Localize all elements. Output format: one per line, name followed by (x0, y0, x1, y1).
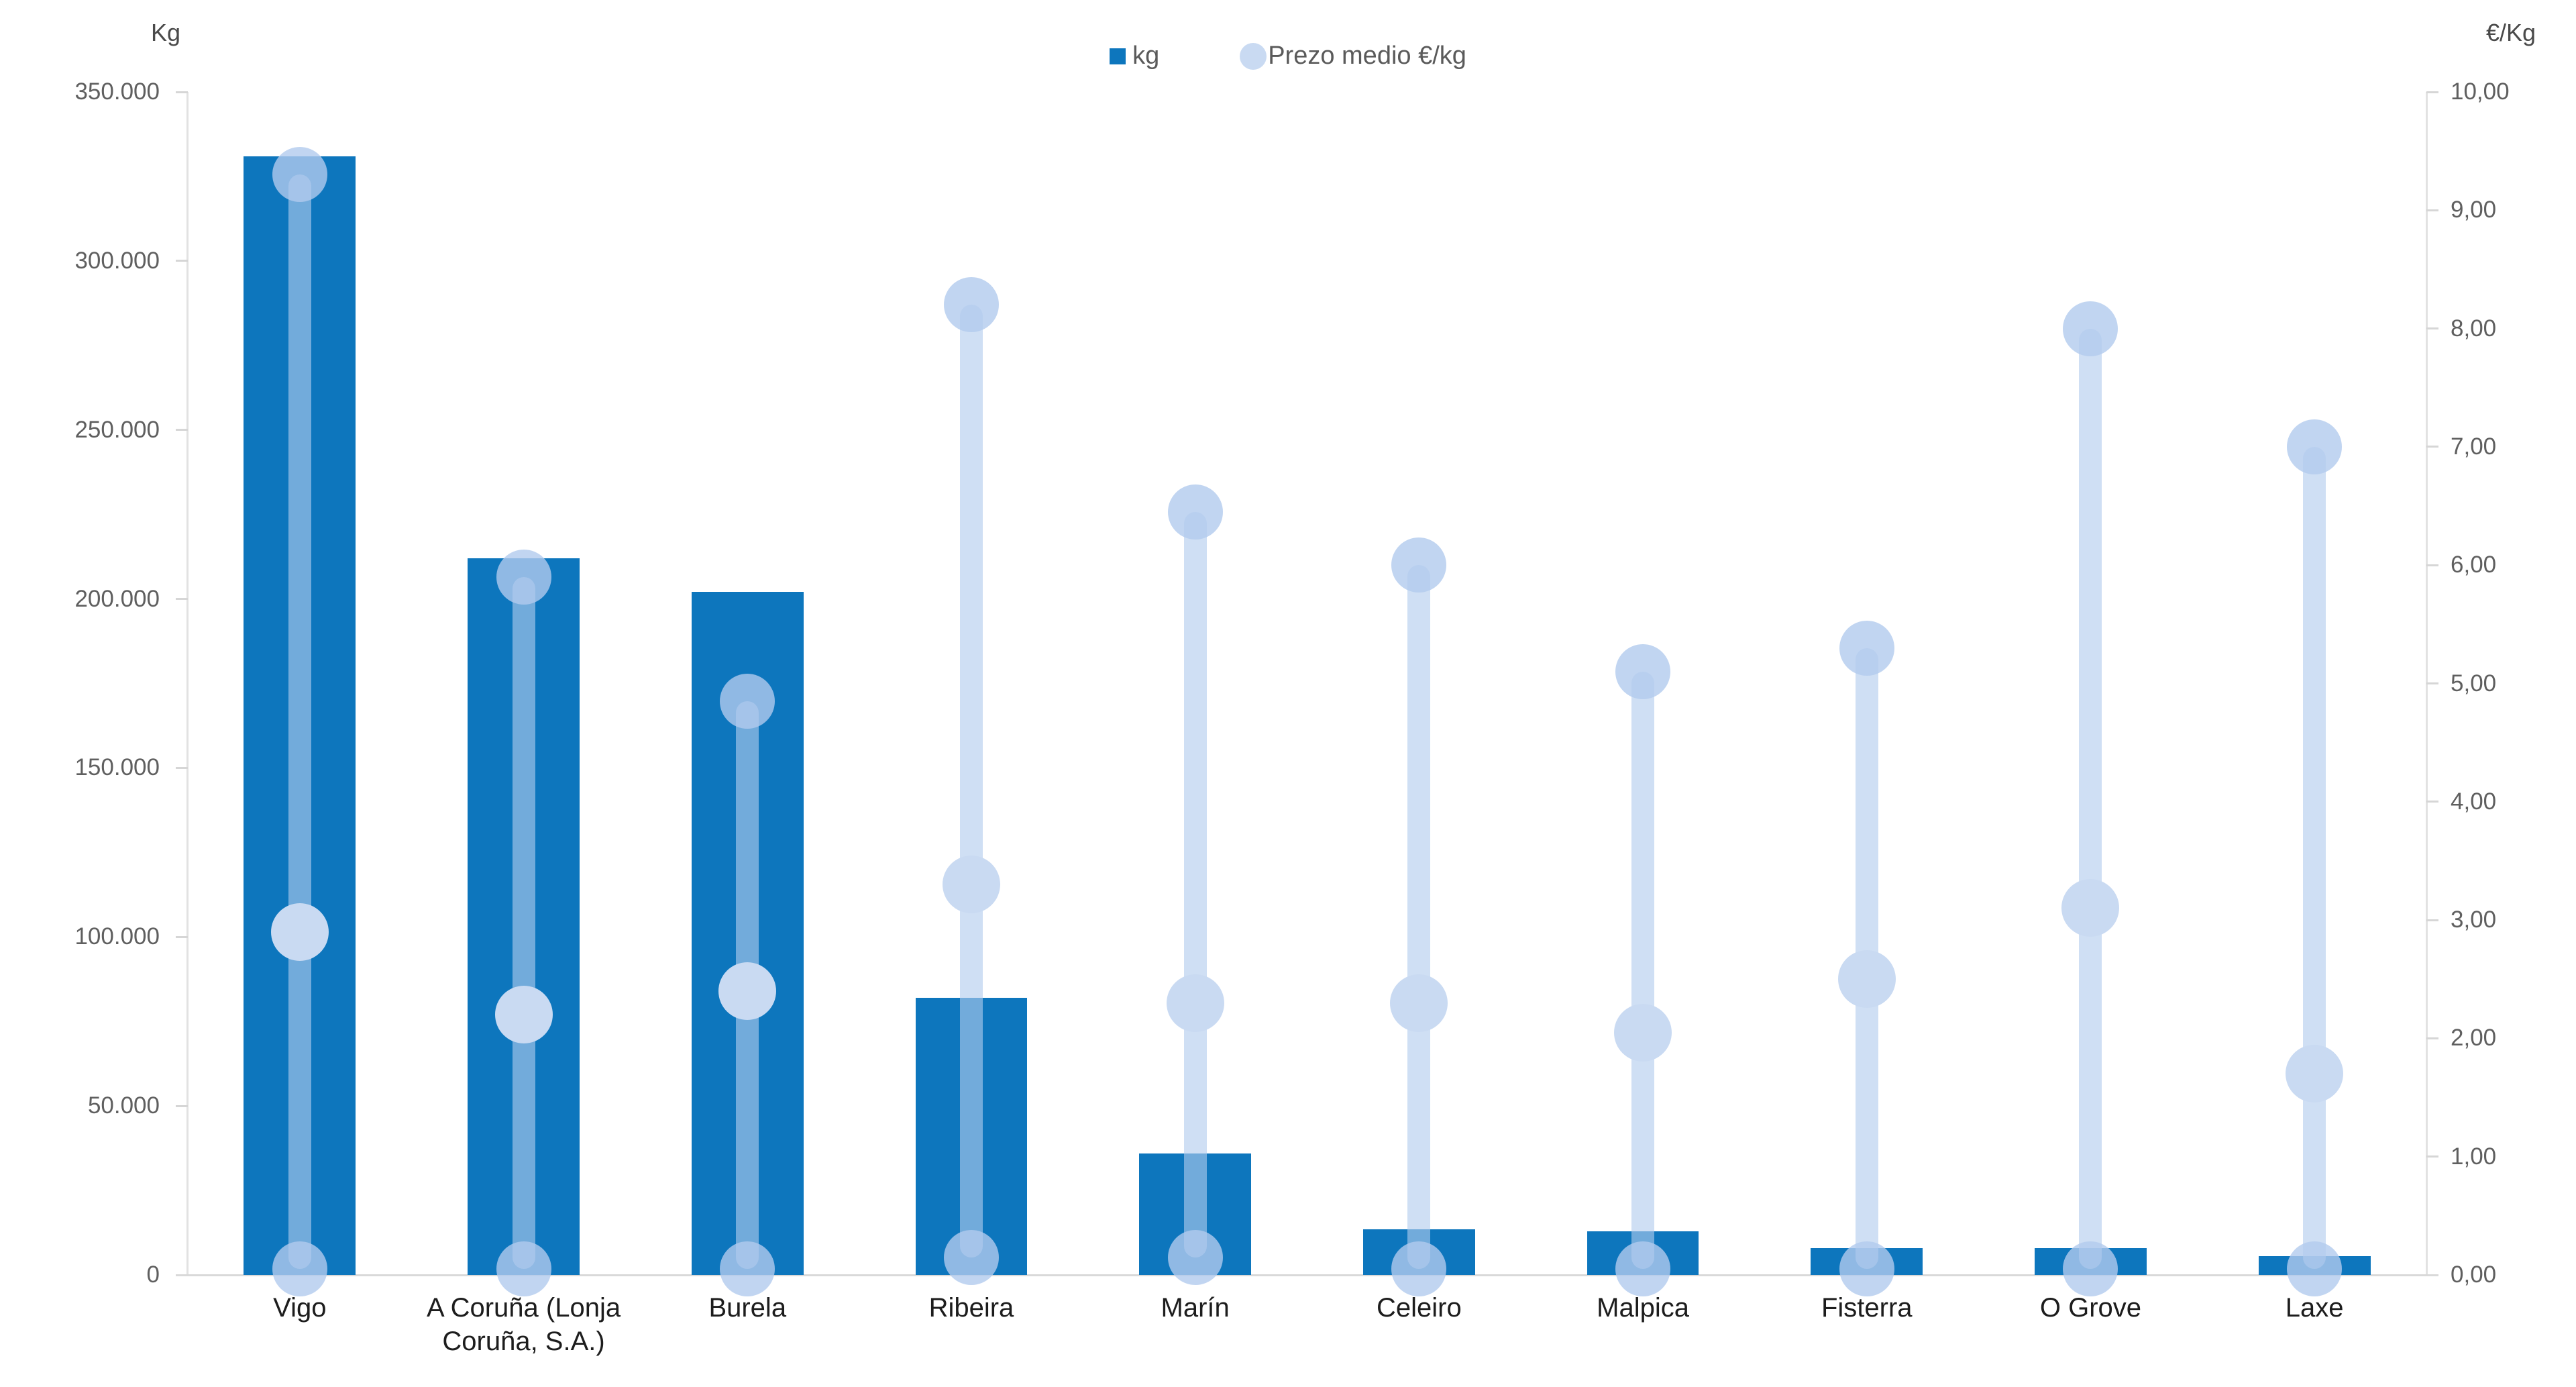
left-axis-tick-mark (176, 260, 188, 262)
left-axis-tick-mark (176, 429, 188, 431)
left-axis-tick-label: 150.000 (74, 754, 160, 781)
chart-legend: kg Prezo medio €/kg (0, 42, 2576, 70)
x-axis-category-label[interactable]: Burela (708, 1293, 787, 1323)
right-axis-tick-label: 8,00 (2451, 315, 2497, 342)
right-axis-tick-label: 3,00 (2451, 907, 2497, 933)
left-axis-tick-label: 250.000 (74, 416, 160, 443)
price-range-line[interactable] (2303, 446, 2326, 1270)
price-range-line[interactable] (512, 576, 535, 1270)
x-axis-category-label[interactable]: O Grove (2039, 1293, 2142, 1323)
price-avg-dot[interactable] (2061, 879, 2120, 937)
price-range-line[interactable] (1631, 671, 1655, 1270)
price-min-dot[interactable] (943, 1229, 999, 1285)
left-axis-tick-label: 350.000 (74, 79, 160, 105)
price-circle-icon (1240, 42, 1267, 70)
kg-square-icon (1110, 48, 1126, 64)
price-max-dot[interactable] (2063, 301, 2118, 356)
left-axis-tick-mark (176, 935, 188, 938)
price-max-dot[interactable] (943, 277, 999, 333)
right-axis-tick-label: 2,00 (2451, 1025, 2497, 1051)
price-max-dot[interactable] (1839, 620, 1894, 676)
price-max-dot[interactable] (1615, 644, 1671, 699)
right-axis-tick-label: 1,00 (2451, 1143, 2497, 1170)
right-axis-tick-label: 5,00 (2451, 670, 2497, 697)
price-min-dot[interactable] (720, 1241, 775, 1297)
right-axis-tick-mark (2426, 91, 2438, 93)
right-axis-tick-label: 9,00 (2451, 197, 2497, 223)
price-max-dot[interactable] (720, 673, 775, 729)
price-min-dot[interactable] (1167, 1229, 1223, 1285)
right-axis-tick-mark (2426, 801, 2438, 803)
price-max-dot[interactable] (272, 147, 327, 203)
price-avg-dot[interactable] (1614, 1003, 1672, 1062)
price-avg-dot[interactable] (270, 903, 329, 961)
left-axis-tick-mark (176, 1105, 188, 1107)
price-avg-dot[interactable] (2286, 1045, 2344, 1103)
price-range-line[interactable] (288, 174, 311, 1270)
legend-label-prezo-medio: Prezo medio €/kg (1268, 42, 1466, 70)
legend-item-prezo-medio[interactable]: Prezo medio €/kg (1240, 42, 1466, 70)
price-min-dot[interactable] (496, 1241, 551, 1297)
right-axis-tick-label: 7,00 (2451, 433, 2497, 460)
price-avg-dot[interactable] (1837, 950, 1896, 1009)
left-axis-tick-label: 200.000 (74, 585, 160, 612)
left-axis-tick-label: 100.000 (74, 923, 160, 950)
price-max-dot[interactable] (2287, 419, 2343, 474)
right-axis-tick-mark (2426, 446, 2438, 448)
price-min-dot[interactable] (1391, 1241, 1447, 1297)
price-max-dot[interactable] (1391, 537, 1447, 593)
right-axis-tick-label: 4,00 (2451, 788, 2497, 815)
x-axis-category-label[interactable]: Celeiro (1376, 1293, 1462, 1323)
right-axis-tick-mark (2426, 1037, 2438, 1039)
price-avg-dot[interactable] (718, 962, 777, 1020)
left-axis-tick-label: 0 (146, 1262, 160, 1288)
left-axis-tick-mark (176, 766, 188, 769)
price-range-line[interactable] (1183, 511, 1207, 1257)
price-min-dot[interactable] (2287, 1241, 2343, 1297)
right-axis-tick-label: 0,00 (2451, 1262, 2497, 1288)
left-axis-tick-mark (176, 91, 188, 93)
left-axis-title: Kg (151, 19, 181, 46)
x-axis-category-label[interactable]: Marín (1161, 1293, 1230, 1323)
price-avg-dot[interactable] (494, 986, 553, 1044)
price-min-dot[interactable] (1839, 1241, 1894, 1297)
x-axis-category-label[interactable]: Laxe (2285, 1293, 2344, 1323)
price-range-line[interactable] (2079, 328, 2102, 1270)
right-axis-tick-mark (2426, 564, 2438, 566)
price-range-line[interactable] (1407, 565, 1431, 1270)
right-axis-tick-label: 10,00 (2451, 79, 2510, 105)
right-axis-title: €/Kg (2485, 19, 2536, 46)
price-min-dot[interactable] (272, 1241, 327, 1297)
x-axis-category-label[interactable]: Vigo (273, 1293, 327, 1323)
price-avg-dot[interactable] (1390, 974, 1448, 1032)
price-min-dot[interactable] (1615, 1241, 1671, 1297)
price-avg-dot[interactable] (1166, 974, 1224, 1032)
left-axis-tick-label: 300.000 (74, 247, 160, 274)
left-axis-tick-mark (176, 598, 188, 601)
legend-label-kg: kg (1132, 42, 1160, 70)
legend-item-kg[interactable]: kg (1110, 42, 1159, 70)
x-axis-baseline (176, 1274, 2438, 1276)
right-axis-tick-mark (2426, 209, 2438, 211)
right-axis-tick-label: 6,00 (2451, 552, 2497, 578)
right-axis-tick-mark (2426, 1155, 2438, 1158)
price-range-line[interactable] (959, 305, 983, 1257)
right-axis-tick-mark (2426, 919, 2438, 921)
x-axis-category-label[interactable]: Fisterra (1821, 1293, 1913, 1323)
left-axis-tick-label: 50.000 (87, 1092, 160, 1119)
right-axis-tick-mark (2426, 327, 2438, 330)
x-axis-category-label[interactable]: Malpica (1597, 1293, 1689, 1323)
price-max-dot[interactable] (496, 549, 551, 605)
x-axis-category-label[interactable]: Ribeira (928, 1293, 1014, 1323)
right-axis-tick-mark (2426, 682, 2438, 684)
left-axis-line (186, 92, 189, 1275)
x-axis-category-label[interactable]: A Coruña (Lonja Coruña, S.A.) (427, 1293, 621, 1356)
price-min-dot[interactable] (2063, 1241, 2118, 1297)
price-avg-dot[interactable] (942, 856, 1000, 914)
price-max-dot[interactable] (1167, 484, 1223, 540)
